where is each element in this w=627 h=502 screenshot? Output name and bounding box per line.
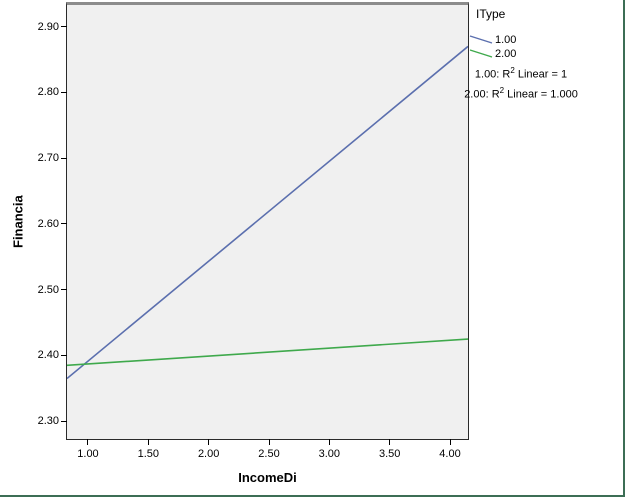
y-tick-label: 2.50 <box>37 283 59 296</box>
y-tick-mark <box>61 354 67 356</box>
r-squared-line-1: 1.00: R2 Linear = 1 <box>460 63 582 83</box>
y-tick-label: 2.40 <box>37 349 59 362</box>
x-tick-mark <box>389 439 391 445</box>
x-tick-mark <box>147 439 149 445</box>
legend-swatch-line-icon <box>469 35 493 44</box>
y-tick-label: 2.60 <box>37 217 59 230</box>
x-tick-label: 3.50 <box>378 448 401 460</box>
y-tick-mark <box>61 91 67 93</box>
legend-title: IType <box>476 7 506 21</box>
x-tick-label: 1.50 <box>137 448 160 460</box>
y-tick-label: 2.90 <box>37 20 59 33</box>
x-tick-mark <box>268 439 270 445</box>
annotation-superscript: 2 <box>510 66 515 75</box>
r-squared-annotations: 1.00: R2 Linear = 1 2.00: R2 Linear = 1.… <box>460 63 582 102</box>
y-tick-label: 2.30 <box>37 415 59 428</box>
legend-item-1.00: 1.00 <box>469 33 516 46</box>
plot-area <box>66 2 469 440</box>
x-tick-label: 3.00 <box>318 448 341 460</box>
r-squared-line-2: 2.00: R2 Linear = 1.000 <box>460 83 582 103</box>
legend-item-label: 2.00 <box>495 47 517 60</box>
annotation-text: 1.00: R <box>474 68 511 81</box>
y-tick-mark <box>61 26 67 28</box>
annotation-text: Linear = 1.000 <box>504 88 578 101</box>
y-tick-label: 2.70 <box>37 152 59 165</box>
x-tick-mark <box>449 439 451 445</box>
x-tick-mark <box>208 439 210 445</box>
regression-line-1.00 <box>67 45 468 380</box>
annotation-text: 2.00: R <box>464 88 500 101</box>
x-tick-label: 4.00 <box>439 448 461 460</box>
x-tick-mark <box>328 439 330 445</box>
legend-item-label: 1.00 <box>495 33 517 46</box>
x-tick-label: 2.50 <box>258 448 280 460</box>
x-tick-label: 1.00 <box>77 448 99 460</box>
plot-lines-layer <box>67 45 468 380</box>
y-tick-label: 2.80 <box>37 86 59 99</box>
legend-swatch-line-icon <box>469 49 493 58</box>
y-tick-mark <box>61 420 67 422</box>
legend-item-2.00: 2.00 <box>469 47 516 60</box>
y-tick-mark <box>61 289 67 291</box>
y-tick-mark <box>61 157 67 159</box>
regression-line-2.00 <box>67 338 468 367</box>
x-tick-mark <box>87 439 89 445</box>
x-tick-label: 2.00 <box>197 448 220 460</box>
x-axis-title: IncomeDi <box>238 470 297 485</box>
y-tick-mark <box>61 223 67 225</box>
annotation-text: Linear = 1 <box>514 68 568 81</box>
annotation-superscript: 2 <box>499 85 505 95</box>
